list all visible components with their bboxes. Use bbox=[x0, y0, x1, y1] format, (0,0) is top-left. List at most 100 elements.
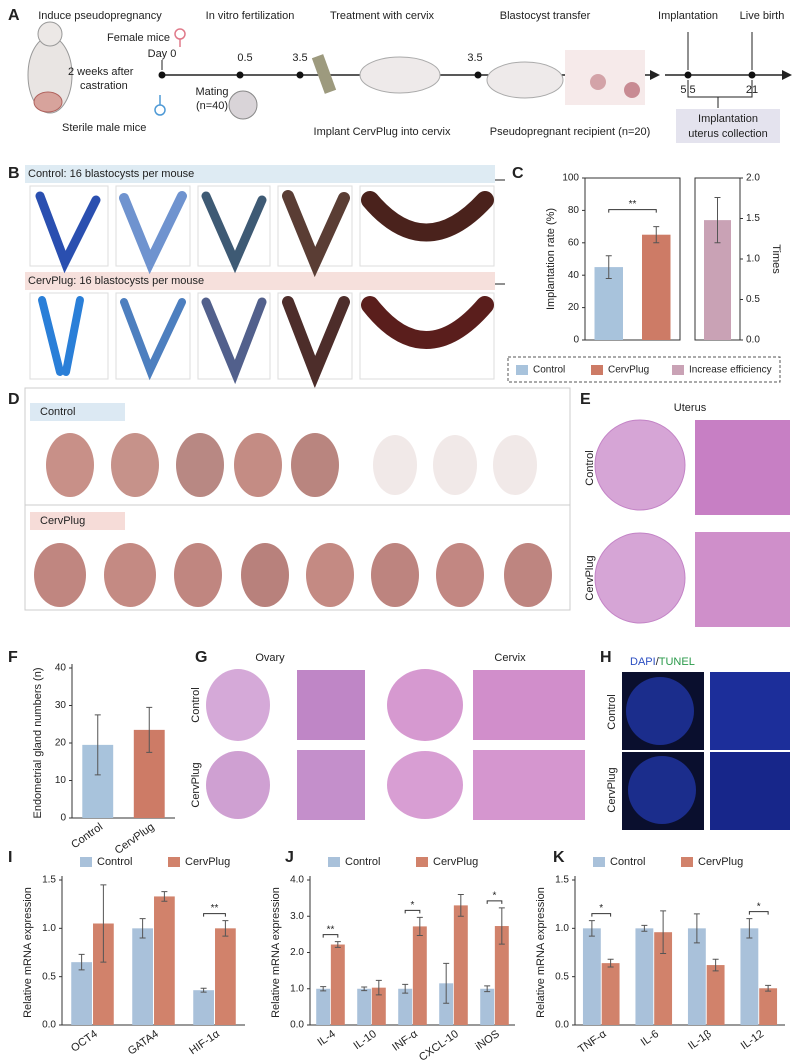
error-bar bbox=[161, 891, 168, 902]
histology bbox=[387, 751, 463, 819]
x-tick-label: IL-10 bbox=[351, 1028, 378, 1052]
pup bbox=[433, 435, 477, 495]
bar bbox=[687, 928, 706, 1025]
bar bbox=[357, 988, 372, 1025]
error-bar bbox=[443, 962, 450, 1004]
panel-letter: F bbox=[8, 649, 18, 666]
histology-zoom bbox=[473, 670, 585, 740]
legend-label: CervPlug bbox=[185, 856, 230, 868]
legend-box bbox=[507, 356, 781, 383]
bar bbox=[740, 928, 759, 1025]
blastocyst bbox=[624, 82, 640, 98]
note: castration bbox=[80, 80, 128, 92]
mouse-illustration bbox=[486, 61, 564, 99]
panel-letter: D bbox=[8, 391, 20, 408]
y-tick-label: 1.0 bbox=[42, 923, 56, 934]
bar bbox=[642, 234, 671, 340]
legend-swatch bbox=[168, 857, 180, 867]
pup bbox=[174, 543, 222, 607]
bar bbox=[494, 926, 509, 1025]
x-tick-label: Control bbox=[69, 821, 105, 851]
y-tick-label: 1.5 bbox=[555, 875, 569, 886]
step-title: Blastocyst transfer bbox=[500, 10, 591, 22]
error-bar bbox=[375, 979, 382, 996]
pup bbox=[436, 543, 484, 607]
note: Mating bbox=[195, 86, 228, 98]
note: Implantation bbox=[698, 113, 758, 125]
uterus bbox=[38, 296, 84, 376]
bar bbox=[316, 988, 331, 1025]
column-title: Cervix bbox=[494, 652, 526, 664]
y-tick-label: 40 bbox=[568, 270, 580, 281]
panel-letter: C bbox=[512, 165, 524, 182]
histology bbox=[206, 669, 270, 741]
significance-bracket bbox=[322, 934, 339, 938]
histology bbox=[594, 419, 686, 511]
timeline-dot bbox=[748, 71, 756, 79]
error-bar bbox=[588, 920, 595, 937]
image-frame bbox=[359, 185, 495, 267]
uterus bbox=[361, 296, 494, 349]
significance-bracket bbox=[608, 209, 657, 213]
panel-g: Ovary Cervix Control CervPlug bbox=[190, 652, 585, 820]
bar bbox=[132, 928, 153, 1025]
bar bbox=[582, 928, 601, 1025]
pup bbox=[111, 433, 159, 497]
legend-swatch bbox=[593, 857, 605, 867]
uterus bbox=[35, 191, 101, 274]
error-bar bbox=[100, 884, 107, 963]
y-axis-label: Relative mRNA expression bbox=[22, 887, 34, 1018]
label-badge bbox=[30, 403, 125, 421]
histology bbox=[206, 751, 270, 819]
x-tick-label: GATA4 bbox=[126, 1028, 161, 1058]
mouse-illustration bbox=[33, 91, 63, 113]
pup bbox=[493, 435, 537, 495]
error-bar bbox=[641, 924, 648, 932]
blastocyst bbox=[590, 74, 606, 90]
y-tick-label: 40 bbox=[55, 663, 67, 674]
panel-title: Uterus bbox=[674, 402, 707, 414]
panel-d: Control CervPlug bbox=[24, 387, 571, 611]
y2-axis-label: Times bbox=[770, 244, 782, 274]
group-label: CervPlug bbox=[40, 515, 85, 527]
legend-label: Increase efficiency bbox=[689, 365, 772, 376]
y-tick-label: 0.5 bbox=[555, 971, 569, 982]
male-symbol bbox=[154, 104, 166, 116]
bar bbox=[601, 963, 620, 1025]
error-bar bbox=[146, 706, 153, 753]
stain-label: DAPI/TUNEL bbox=[630, 656, 695, 668]
error-bar bbox=[361, 986, 368, 992]
note: Pseudopregnant recipient (n=20) bbox=[490, 126, 651, 138]
y-tick-label: 0 bbox=[573, 335, 579, 346]
label-badge bbox=[30, 512, 125, 530]
x-tick-label: TNF-α bbox=[576, 1028, 609, 1056]
timeline-dot bbox=[474, 71, 482, 79]
x-tick-label: CXCL-10 bbox=[417, 1028, 461, 1063]
bar bbox=[154, 896, 175, 1025]
y-tick-label: 10 bbox=[55, 775, 67, 786]
error-bar bbox=[746, 918, 753, 939]
panel-e: Uterus Control CervPlug bbox=[584, 402, 790, 627]
pup bbox=[373, 435, 417, 495]
error-bar bbox=[78, 953, 85, 971]
error-bar bbox=[416, 916, 423, 936]
panel-letter: K bbox=[553, 849, 565, 866]
y-tick-label: 20 bbox=[55, 738, 67, 749]
panel-b: Control: 16 blastocysts per mouse CervPl… bbox=[25, 165, 505, 389]
timeline-arrow bbox=[650, 70, 660, 80]
fluorescence-image bbox=[710, 672, 790, 750]
significance-label: ** bbox=[629, 199, 637, 210]
histology-zoom bbox=[297, 750, 365, 820]
error-bar bbox=[653, 226, 660, 244]
y-tick-label: 20 bbox=[568, 302, 580, 313]
panel-letter: J bbox=[285, 849, 294, 866]
histology bbox=[387, 669, 463, 741]
bar bbox=[330, 944, 345, 1025]
row-label: CervPlug bbox=[584, 555, 596, 600]
legend-swatch bbox=[328, 857, 340, 867]
x-tick-label: IL-6 bbox=[639, 1028, 661, 1049]
panel-letter: B bbox=[8, 165, 20, 182]
significance-label: * bbox=[757, 901, 761, 912]
significance-label: * bbox=[493, 891, 497, 902]
legend-label: Control bbox=[533, 365, 565, 376]
